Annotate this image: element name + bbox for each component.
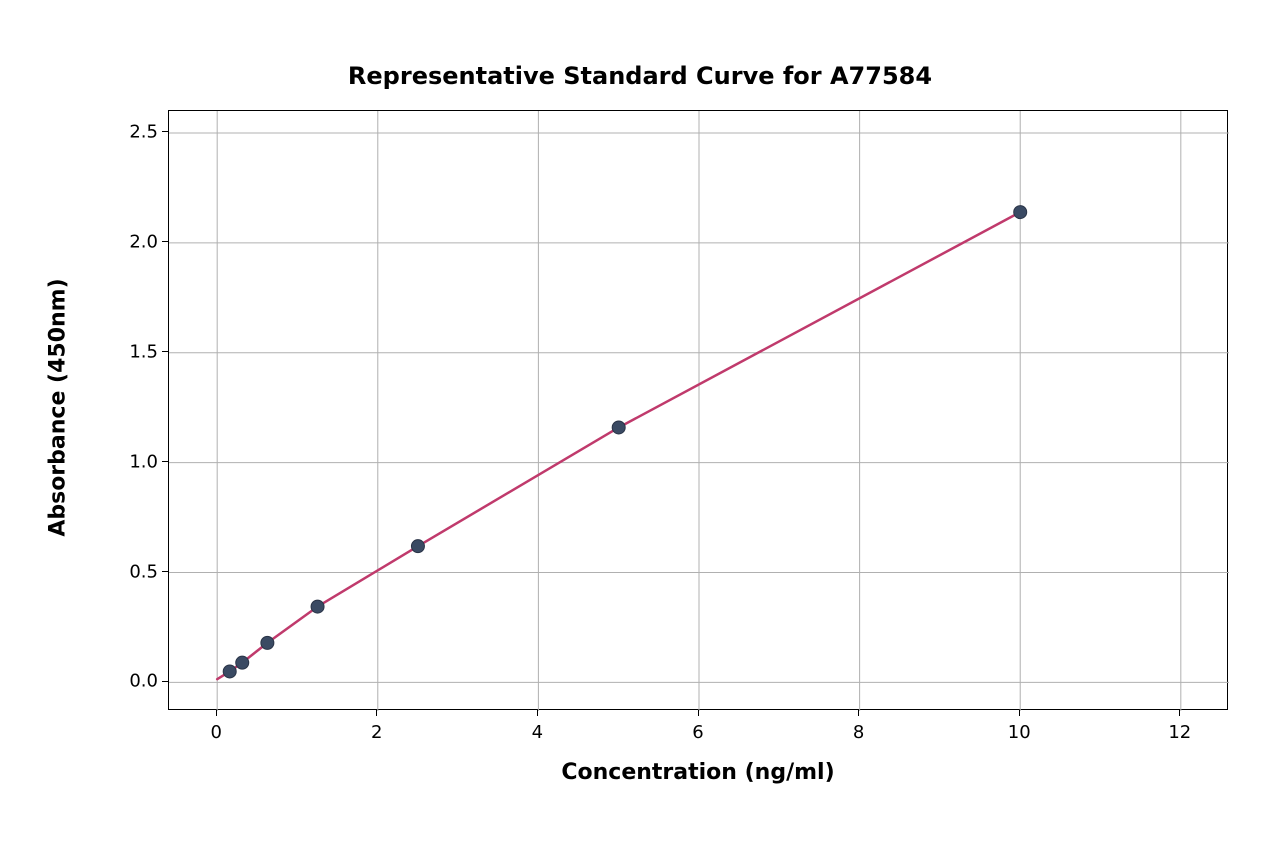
y-axis-label: Absorbance (450nm) [46, 208, 71, 608]
y-tick-mark [162, 351, 168, 352]
y-tick-label: 2.0 [129, 231, 158, 252]
x-tick-label: 8 [853, 722, 864, 743]
x-tick-label: 2 [371, 722, 382, 743]
y-tick-label: 2.5 [129, 121, 158, 142]
chart-figure: Representative Standard Curve for A77584… [0, 0, 1280, 845]
y-tick-mark [162, 131, 168, 132]
x-tick-mark [1019, 710, 1020, 716]
x-axis-label: Concentration (ng/ml) [168, 760, 1228, 785]
x-tick-mark [537, 710, 538, 716]
plot-area [168, 110, 1228, 710]
x-tick-label: 12 [1168, 722, 1191, 743]
y-tick-label: 0.0 [129, 671, 158, 692]
y-tick-mark [162, 571, 168, 572]
x-tick-mark [1179, 710, 1180, 716]
x-tick-label: 10 [1008, 722, 1031, 743]
x-tick-mark [698, 710, 699, 716]
x-tick-mark [216, 710, 217, 716]
y-tick-mark [162, 461, 168, 462]
y-tick-label: 1.0 [129, 451, 158, 472]
x-tick-label: 0 [210, 722, 221, 743]
x-tick-mark [858, 710, 859, 716]
y-tick-mark [162, 241, 168, 242]
y-tick-mark [162, 681, 168, 682]
chart-title: Representative Standard Curve for A77584 [0, 62, 1280, 90]
y-tick-label: 0.5 [129, 561, 158, 582]
x-tick-label: 4 [532, 722, 543, 743]
y-tick-label: 1.5 [129, 341, 158, 362]
x-tick-label: 6 [692, 722, 703, 743]
plot-svg [169, 111, 1229, 711]
x-tick-mark [376, 710, 377, 716]
